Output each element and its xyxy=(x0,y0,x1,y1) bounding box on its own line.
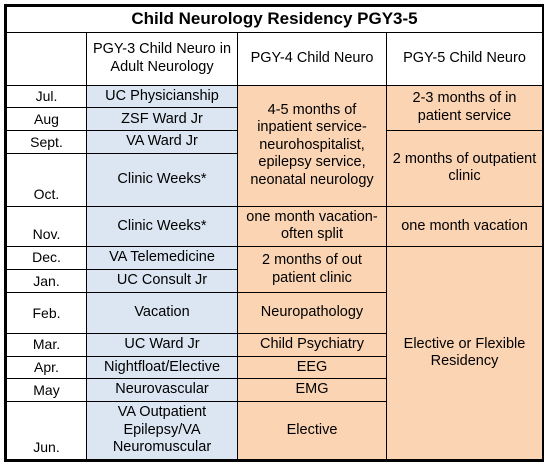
month-label: Jun. xyxy=(6,401,87,460)
month-label: Jul. xyxy=(6,84,87,109)
month-label: Nov. xyxy=(6,205,87,247)
month-label: May xyxy=(6,378,87,402)
month-label: Aug xyxy=(6,107,87,132)
pgy4-neuropathology: Neuropathology xyxy=(237,292,387,334)
pgy5-elective-block: Elective or Flexible Residency xyxy=(386,245,543,461)
month-label: Feb. xyxy=(6,292,87,334)
month-row: Jul. UC Physicianship 4-5 months of inpa… xyxy=(6,84,543,207)
month-row: Dec. VA Telemedicine 2 months of out pat… xyxy=(6,245,543,461)
title-row: Child Neurology Residency PGY3-5 xyxy=(6,6,543,33)
month-label: Jan. xyxy=(6,268,87,294)
pgy4-inpatient-block: 4-5 months of inpatient service-neurohos… xyxy=(237,84,387,207)
pgy4-vacation-block: one month vacation-often split xyxy=(237,205,387,247)
header-blank-cell xyxy=(6,31,87,86)
header-pgy4: PGY-4 Child Neuro xyxy=(237,31,387,86)
month-label: Dec. xyxy=(6,245,87,270)
pgy3-rotation: ZSF Ward Jr xyxy=(86,107,238,132)
pgy3-rotation: VA Outpatient Epilepsy/VA Neuromuscular xyxy=(86,401,238,460)
month-label: Oct. xyxy=(6,152,87,207)
schedule-title: Child Neurology Residency PGY3-5 xyxy=(6,6,543,33)
residency-schedule-sheet: Child Neurology Residency PGY3-5 PGY-3 C… xyxy=(4,4,544,462)
pgy3-rotation: UC Consult Jr xyxy=(86,268,238,294)
pgy3-rotation: Clinic Weeks* xyxy=(86,152,238,207)
pgy3-rotation: VA Telemedicine xyxy=(86,245,238,270)
pgy3-rotation: VA Ward Jr xyxy=(86,130,238,154)
month-row: Nov. Clinic Weeks* one month vacation-of… xyxy=(6,205,543,247)
pgy4-emg: EMG xyxy=(237,378,387,402)
month-label: Mar. xyxy=(6,332,87,357)
header-pgy3: PGY-3 Child Neuro in Adult Neurology xyxy=(86,31,238,86)
month-row: May Neurovascular EMG xyxy=(6,378,543,402)
header-row: PGY-3 Child Neuro in Adult Neurology PGY… xyxy=(6,31,543,86)
month-row: Mar. UC Ward Jr Child Psychiatry xyxy=(6,332,543,357)
month-row: Sept. VA Ward Jr 2 months of outpatient … xyxy=(6,130,543,207)
month-row: Aug ZSF Ward Jr xyxy=(6,107,543,132)
month-row: Jun. VA Outpatient Epilepsy/VA Neuromusc… xyxy=(6,401,543,460)
pgy3-rotation: Clinic Weeks* xyxy=(86,205,238,247)
month-row: Feb. Vacation Neuropathology xyxy=(6,292,543,334)
pgy3-rotation: Nightfloat/Elective xyxy=(86,355,238,380)
header-pgy5: PGY-5 Child Neuro xyxy=(386,31,543,86)
pgy3-rotation: UC Physicianship xyxy=(86,84,238,109)
month-row: Oct. Clinic Weeks* xyxy=(6,152,543,207)
pgy4-child-psychiatry: Child Psychiatry xyxy=(237,332,387,357)
pgy5-vacation-block: one month vacation xyxy=(386,205,543,247)
pgy3-rotation: Neurovascular xyxy=(86,378,238,402)
residency-schedule-table: Child Neurology Residency PGY3-5 PGY-3 C… xyxy=(6,6,543,461)
month-label: Apr. xyxy=(6,355,87,380)
pgy4-outpatient-block: 2 months of out patient clinic xyxy=(237,245,387,294)
pgy3-rotation: Vacation xyxy=(86,292,238,334)
pgy4-eeg: EEG xyxy=(237,355,387,380)
pgy3-rotation: UC Ward Jr xyxy=(86,332,238,357)
month-row: Apr. Nightfloat/Elective EEG xyxy=(6,355,543,380)
month-label: Sept. xyxy=(6,130,87,154)
pgy4-elective: Elective xyxy=(237,401,387,460)
pgy5-outpatient-block: 2 months of outpatient clinic xyxy=(386,130,543,207)
pgy5-inpatient-block: 2-3 months of in patient service xyxy=(386,84,543,132)
